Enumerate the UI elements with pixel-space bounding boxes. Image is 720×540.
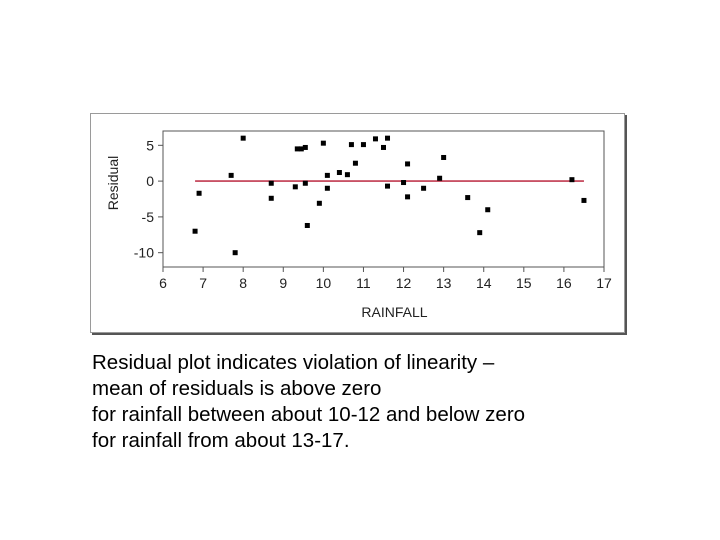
data-points (192, 135, 587, 256)
caption-line-3: for rainfall between about 10-12 and bel… (92, 403, 526, 426)
data-point (401, 180, 407, 186)
x-axis-title: RAINFALL (361, 304, 427, 320)
data-point (268, 180, 274, 186)
data-point (385, 183, 391, 189)
x-tick-label: 14 (476, 275, 492, 291)
data-point (465, 195, 471, 201)
data-point (477, 230, 483, 236)
caption-text: Residual plot indicates violation of lin… (92, 350, 692, 454)
x-tick-label: 10 (316, 275, 332, 291)
data-point (372, 136, 378, 142)
x-tick-label: 15 (516, 275, 532, 291)
x-tick-label: 16 (556, 275, 572, 291)
x-tick-label: 7 (199, 275, 207, 291)
data-point (324, 185, 330, 191)
data-point (344, 172, 350, 178)
data-point (192, 228, 198, 234)
data-point (569, 177, 575, 183)
data-point (441, 154, 447, 160)
y-axis: 5 0 -5 -10 (134, 137, 163, 261)
x-axis: 6 7 8 9 10 11 12 13 14 15 16 17 (159, 267, 612, 291)
data-point (316, 200, 322, 206)
data-point (302, 180, 308, 186)
data-point (228, 172, 234, 178)
data-point (385, 135, 391, 141)
x-tick-label: 17 (596, 275, 612, 291)
x-tick-label: 6 (159, 275, 167, 291)
caption-line-4: for rainfall from about 13-17. (92, 429, 350, 452)
x-tick-label: 12 (396, 275, 412, 291)
data-point (196, 190, 202, 196)
data-point (298, 146, 304, 152)
data-point (581, 197, 587, 203)
data-point (405, 161, 411, 167)
data-point (360, 142, 366, 148)
y-tick-label: 0 (146, 173, 154, 189)
data-point (405, 194, 411, 200)
data-point (352, 160, 358, 166)
x-tick-label: 9 (279, 275, 287, 291)
data-point (240, 135, 246, 141)
data-point (268, 195, 274, 201)
data-point (336, 170, 342, 176)
plot-area-border (162, 130, 605, 268)
x-tick-label: 11 (356, 275, 371, 291)
y-tick-label: -10 (134, 245, 154, 261)
data-point (320, 140, 326, 146)
data-point (304, 222, 310, 228)
data-point (421, 185, 427, 191)
caption-line-2: mean of residuals is above zero (92, 377, 382, 400)
data-point (324, 172, 330, 178)
data-point (485, 207, 491, 213)
data-point (292, 184, 298, 190)
data-point (437, 175, 443, 181)
x-tick-label: 8 (239, 275, 247, 291)
data-point (294, 146, 300, 152)
data-point (302, 144, 308, 150)
caption-line-1: Residual plot indicates violation of lin… (92, 351, 495, 374)
data-point (232, 250, 238, 256)
residual-scatter-chart: 6 7 8 9 10 11 12 13 14 15 16 17 5 0 -5 -10 RAINFALL Re… (105, 130, 612, 320)
y-axis-title: Residual (105, 156, 121, 210)
x-tick-label: 13 (436, 275, 452, 291)
y-tick-label: 5 (146, 137, 154, 153)
residual-plot-figure: 6 7 8 9 10 11 12 13 14 15 16 17 5 0 -5 -10 RAINFALL Re… (90, 113, 625, 333)
data-point (381, 144, 386, 150)
y-tick-label: -5 (142, 209, 155, 225)
data-point (348, 142, 354, 148)
plot-area (162, 130, 605, 268)
